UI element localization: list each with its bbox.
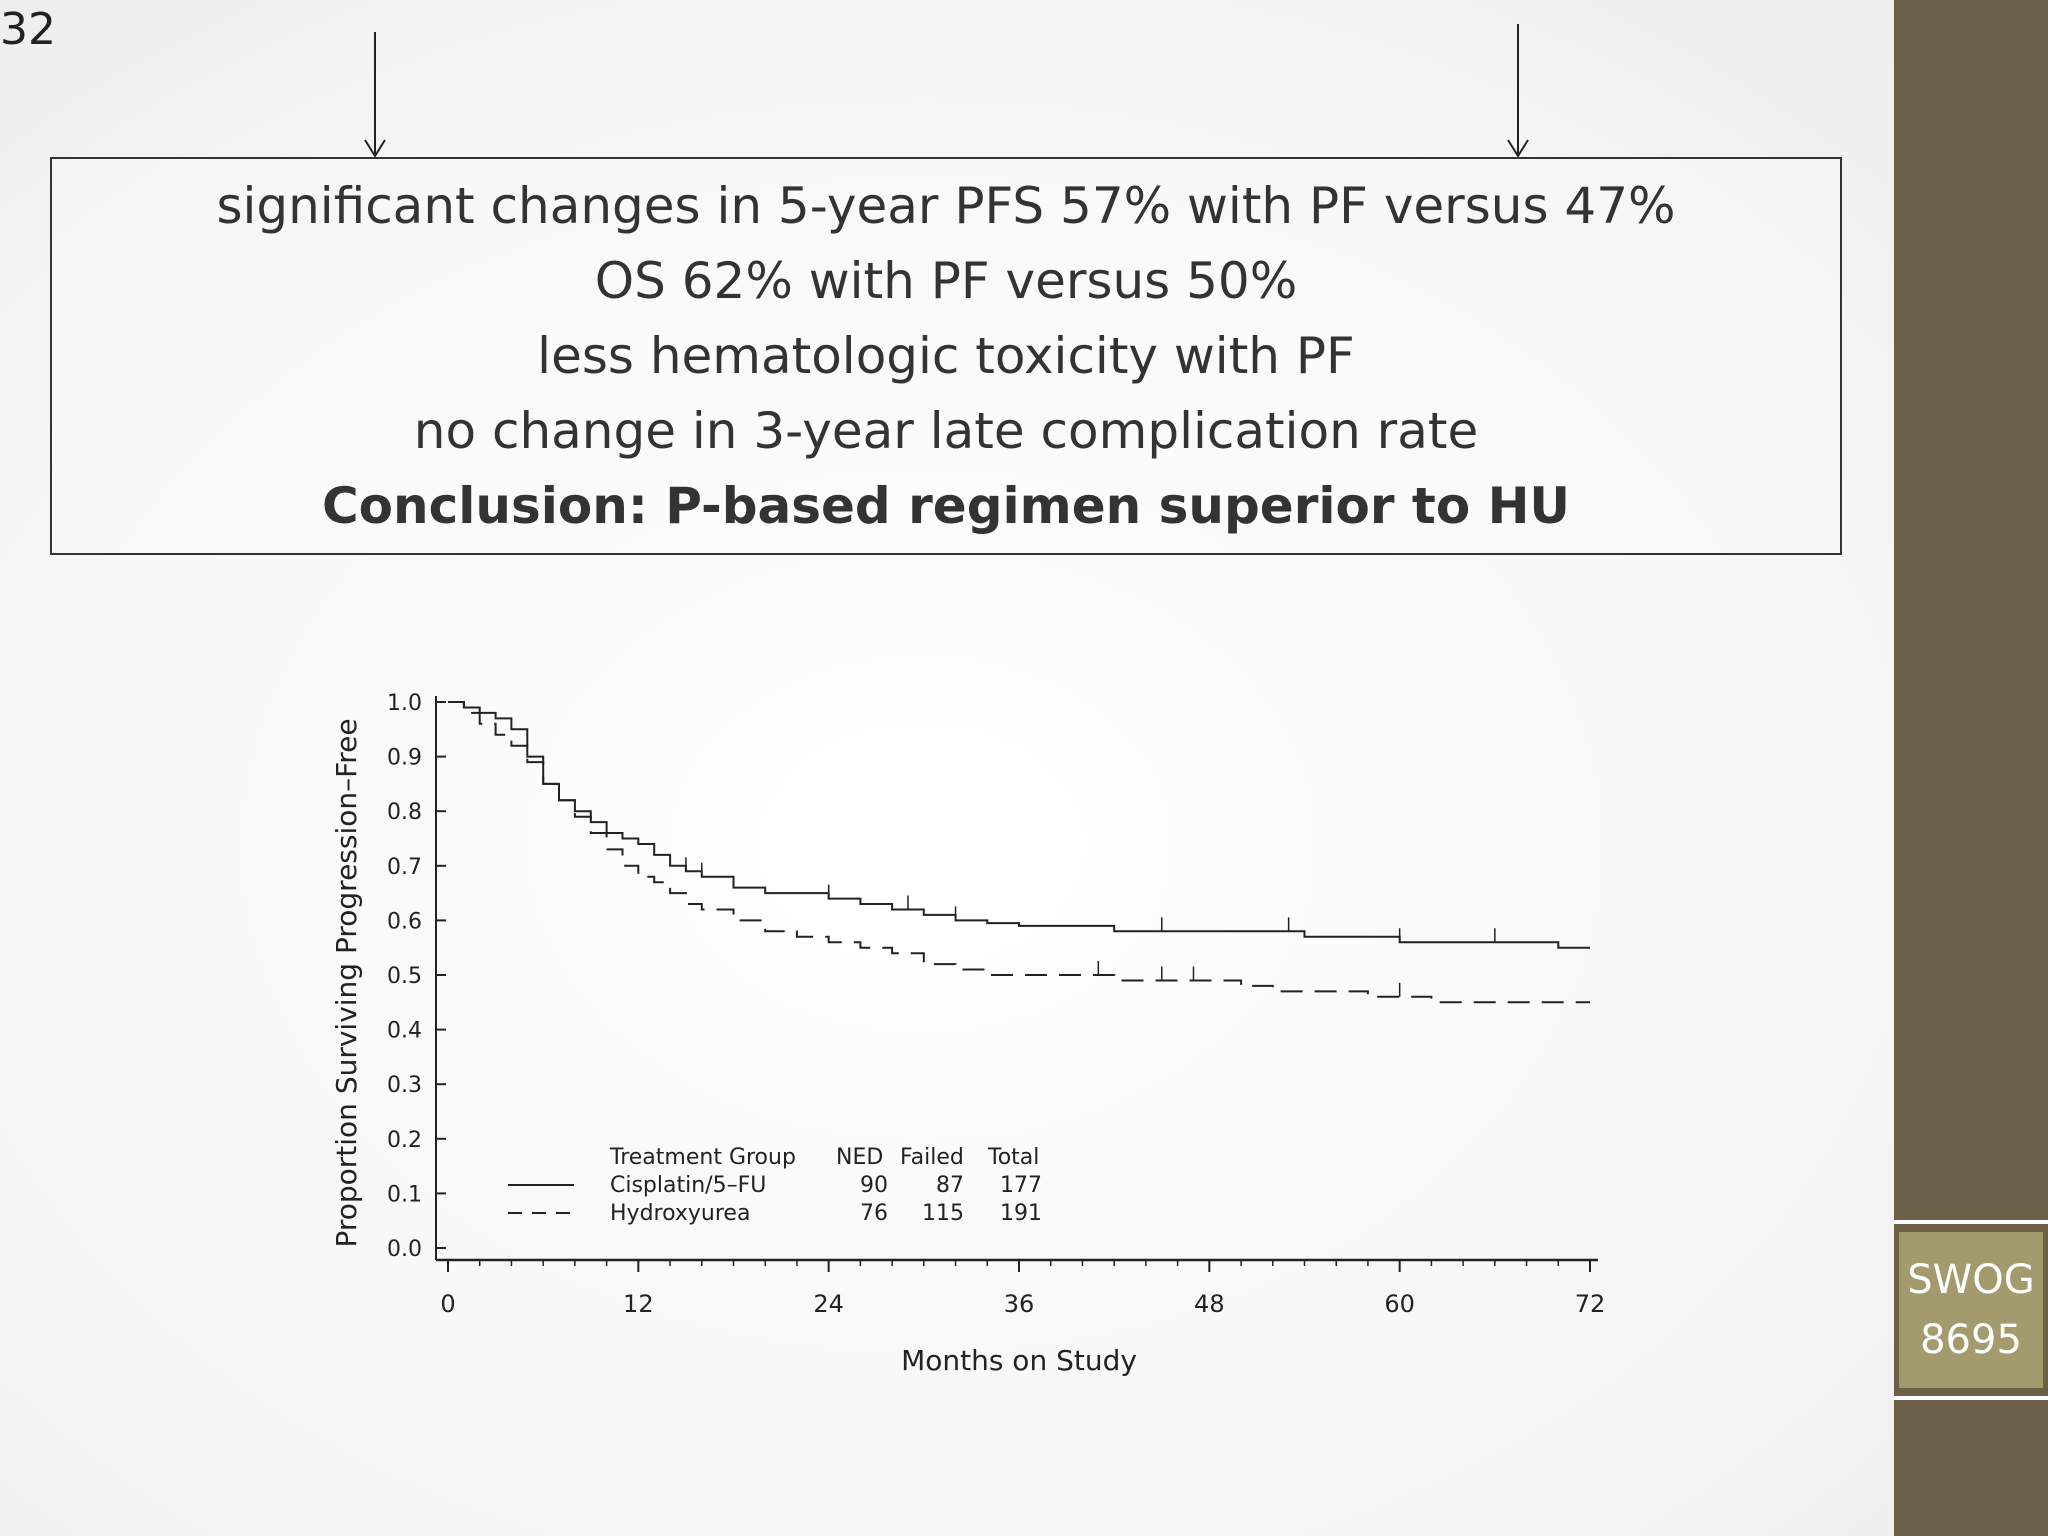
legend-total: 177: [1000, 1173, 1042, 1198]
y-tick-label: 0.5: [387, 964, 422, 989]
summary-conclusion: Conclusion: P-based regimen superior to …: [321, 476, 1571, 535]
legend-series-name: Hydroxyurea: [610, 1201, 750, 1226]
y-tick-label: 0.4: [387, 1019, 422, 1044]
x-tick-label: 12: [623, 1290, 654, 1318]
legend-failed: 115: [922, 1201, 964, 1226]
summary-line-toxicity: less hematologic toxicity with PF: [537, 326, 1355, 385]
slide-number: 32: [0, 4, 56, 55]
summary-box: significant changes in 5-year PFS 57% wi…: [50, 157, 1842, 555]
y-tick-label: 0.1: [387, 1182, 422, 1207]
chart-axes: 0 12 24 36 48 60 72 0.0 0.1 0.2 0.3 0.4 0.5 0.6 0.7 0.8…: [330, 691, 1605, 1377]
legend-header: Failed: [900, 1145, 964, 1170]
x-tick-label: 24: [813, 1290, 844, 1318]
x-axis-label: Months on Study: [901, 1344, 1137, 1377]
y-tick-label: 0.2: [387, 1128, 422, 1153]
x-tick-label: 48: [1194, 1290, 1225, 1318]
series-line-hydroxyurea: [448, 701, 1590, 1004]
legend-ned: 90: [860, 1173, 888, 1198]
legend-series-name: Cisplatin/5–FU: [610, 1173, 766, 1198]
x-tick-label: 36: [1004, 1290, 1035, 1318]
chart-series: [448, 701, 1590, 1004]
legend-header: Total: [987, 1145, 1039, 1170]
legend-header: Treatment Group: [609, 1145, 796, 1170]
pfs-chart: 0 12 24 36 48 60 72 0.0 0.1 0.2 0.3 0.4 0.5 0.6 0.7 0.8…: [330, 691, 1605, 1377]
y-tick-label: 0.8: [387, 800, 422, 825]
legend-total: 191: [1000, 1201, 1042, 1226]
series-line-cisplatin: [448, 701, 1590, 949]
x-tick-label: 0: [440, 1290, 455, 1318]
summary-line-os: OS 62% with PF versus 50%: [594, 251, 1298, 310]
badge-line-1: SWOG: [1907, 1257, 2035, 1303]
summary-line-complication: no change in 3-year late complication ra…: [413, 401, 1479, 460]
y-tick-label: 0.0: [387, 1237, 422, 1262]
x-tick-label: 60: [1384, 1290, 1415, 1318]
y-tick-label: 0.9: [387, 746, 422, 771]
summary-line-pfs: significant changes in 5-year PFS 57% wi…: [216, 176, 1676, 235]
legend-header: NED: [836, 1145, 883, 1170]
arrow-left-icon: [364, 32, 386, 158]
y-tick-label: 0.7: [387, 855, 422, 880]
arrow-right-icon: [1507, 24, 1529, 158]
y-tick-label: 0.6: [387, 909, 422, 934]
chart-legend: Treatment Group NED Failed Total Cisplatin/5…: [508, 1145, 1042, 1226]
badge-line-2: 8695: [1920, 1317, 2022, 1363]
legend-ned: 76: [860, 1201, 888, 1226]
y-tick-label: 1.0: [387, 691, 422, 716]
y-axis-label: Proportion Surviving Progression–Free: [330, 718, 363, 1247]
study-badge: SWOG 8695: [1894, 1220, 2048, 1400]
y-tick-label: 0.3: [387, 1073, 422, 1098]
legend-failed: 87: [936, 1173, 964, 1198]
x-tick-label: 72: [1575, 1290, 1606, 1318]
